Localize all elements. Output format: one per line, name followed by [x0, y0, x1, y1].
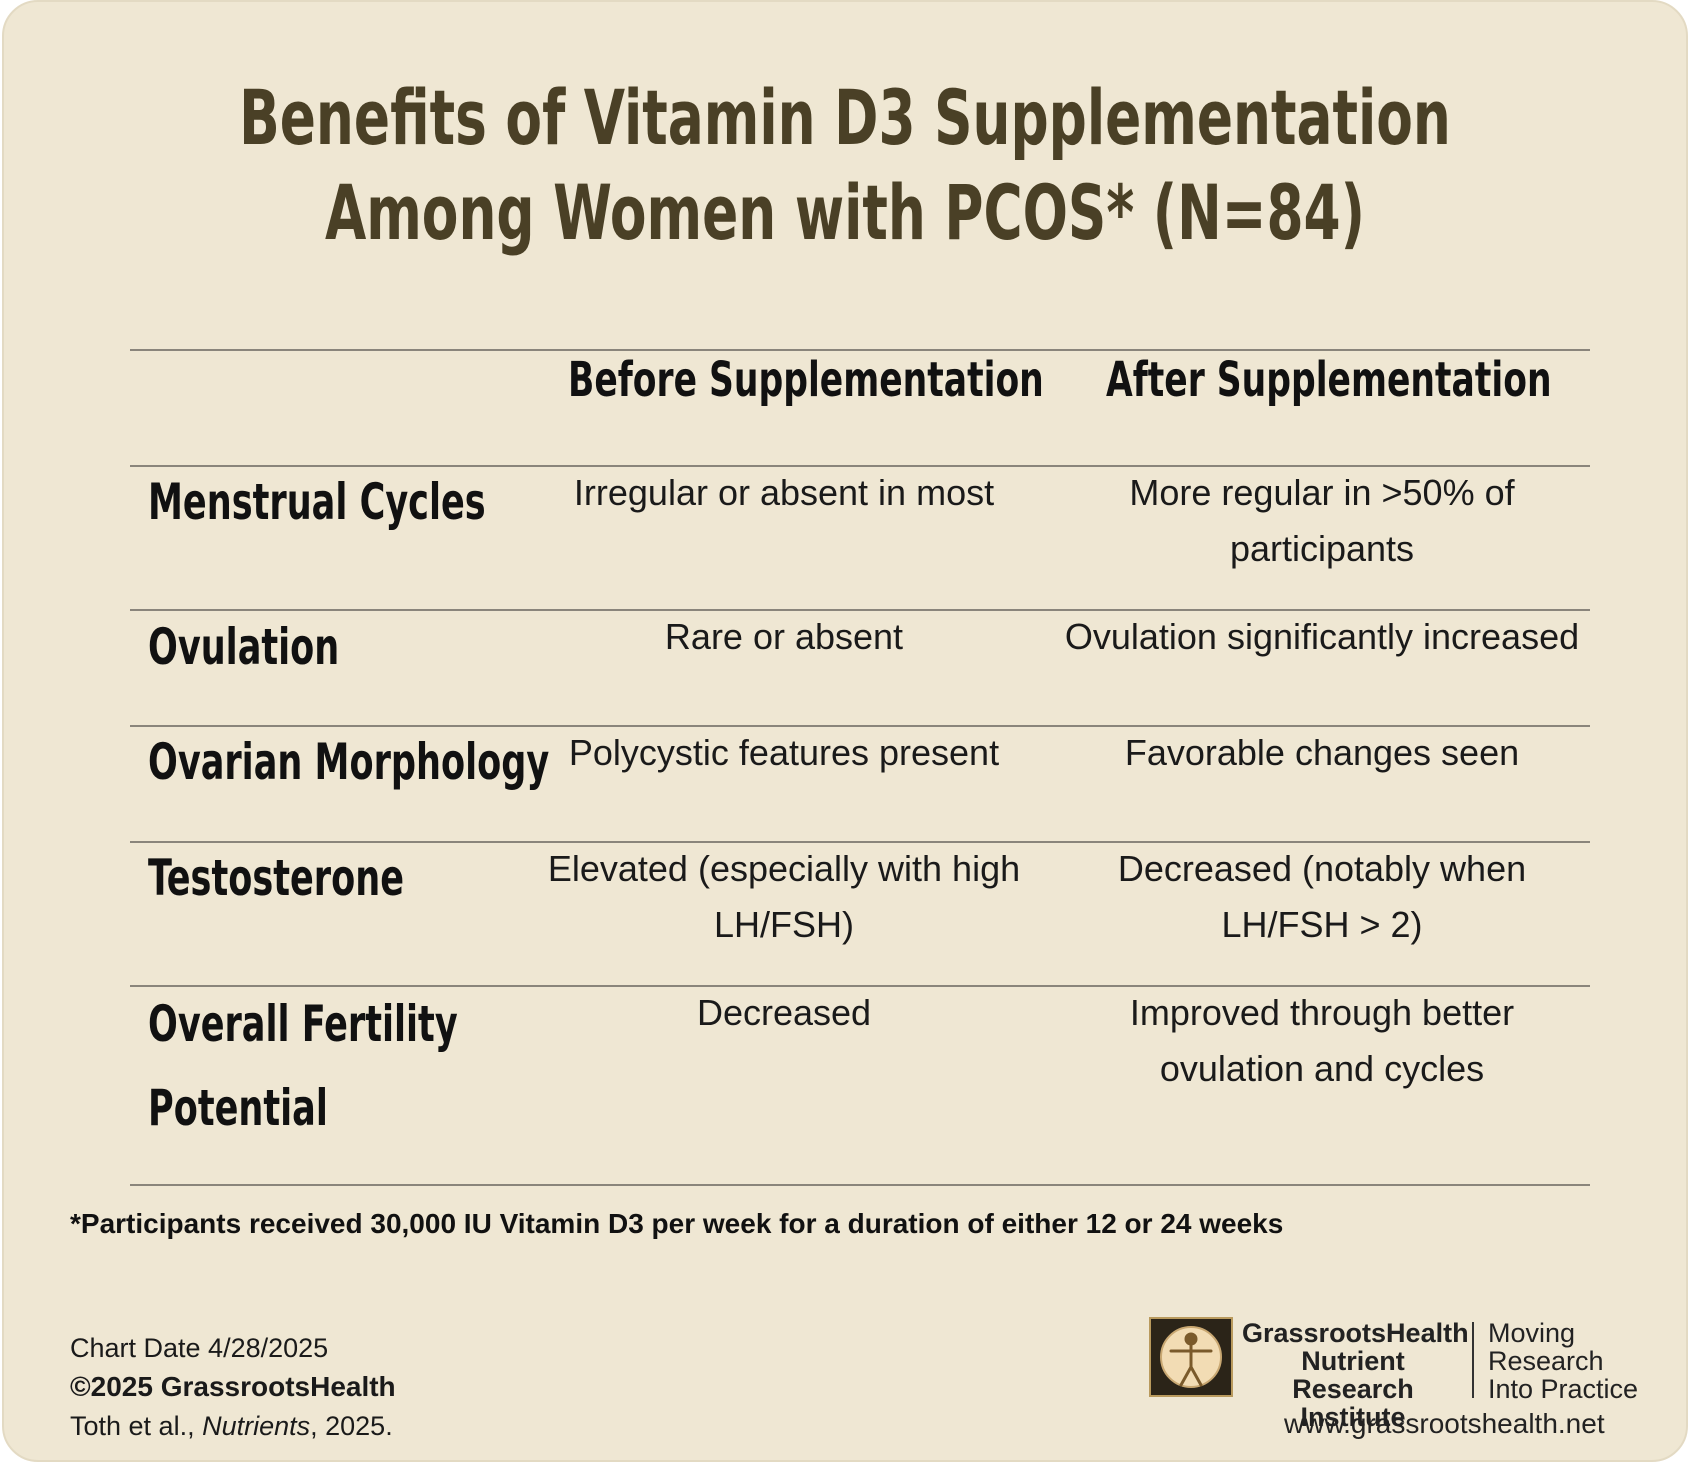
- cell-before-menstrual: Irregular or absent in most: [524, 465, 1044, 521]
- column-header-before: Before Supplementation: [568, 352, 1044, 408]
- chart-date: Chart Date 4/28/2025: [70, 1333, 329, 1363]
- cell-line: Polycystic features present: [568, 732, 1000, 773]
- cell-line: Irregular or absent in most: [573, 472, 995, 513]
- cell-line: LH/FSH): [713, 904, 854, 945]
- vitruvian-man-icon: [1149, 1317, 1233, 1397]
- cell-before-testosterone: Elevated (especially with high LH/FSH): [524, 841, 1044, 953]
- org-name: GrassrootsHealth Nutrient Research Insti…: [1242, 1318, 1469, 1432]
- citation-authors: Toth et al.,: [70, 1411, 203, 1441]
- cell-line: Improved through better: [1129, 992, 1515, 1033]
- cell-after-ovulation: Ovulation significantly increased: [1052, 609, 1592, 665]
- cell-before-fertility: Decreased: [524, 985, 1044, 1041]
- cell-line: LH/FSH > 2): [1221, 904, 1423, 945]
- org-name-line: Research Institute: [1292, 1374, 1414, 1432]
- cell-after-testosterone: Decreased (notably when LH/FSH > 2): [1062, 841, 1582, 953]
- org-name-line: Nutrient: [1301, 1346, 1405, 1376]
- cell-after-menstrual: More regular in >50% of participants: [1062, 465, 1582, 577]
- column-header-after: After Supplementation: [1106, 352, 1552, 408]
- cell-line: More regular in >50% of: [1129, 472, 1515, 513]
- cell-line: Rare or absent: [664, 616, 904, 657]
- cell-after-morphology: Favorable changes seen: [1062, 725, 1582, 781]
- row-label-ovulation: Ovulation: [148, 618, 340, 676]
- row-rule: [130, 841, 1590, 843]
- row-label-menstrual-cycles: Menstrual Cycles: [148, 473, 486, 531]
- footnote: *Participants received 30,000 IU Vitamin…: [70, 1208, 1284, 1239]
- brand-divider: [1472, 1322, 1474, 1398]
- org-name-line: GrassrootsHealth: [1242, 1318, 1469, 1348]
- copyright: ©2025 GrassrootsHealth: [70, 1371, 396, 1402]
- cell-line: participants: [1229, 528, 1415, 569]
- citation-year: , 2025.: [310, 1411, 393, 1441]
- row-label-line: Potential: [148, 1079, 328, 1137]
- tagline: Moving Research Into Practice: [1488, 1319, 1638, 1403]
- row-rule: [130, 725, 1590, 727]
- title-line-1: Benefits of Vitamin D3 Supplementation: [239, 73, 1451, 162]
- cell-before-ovulation: Rare or absent: [524, 609, 1044, 665]
- cell-line: Decreased (notably when: [1117, 848, 1527, 889]
- cell-line: ovulation and cycles: [1159, 1048, 1485, 1089]
- row-label-ovarian-morphology: Ovarian Morphology: [148, 733, 550, 791]
- row-label-line: Overall Fertility: [148, 995, 458, 1053]
- cell-after-fertility: Improved through better ovulation and cy…: [1062, 985, 1582, 1097]
- title-line-2: Among Women with PCOS* (N=84): [324, 168, 1366, 257]
- cell-line: Elevated (especially with high: [547, 848, 1021, 889]
- header-rule: [130, 465, 1590, 467]
- website-link[interactable]: www.grassrootshealth.net: [1284, 1408, 1605, 1439]
- row-rule: [130, 985, 1590, 987]
- row-label-overall-fertility: Overall Fertility Potential: [148, 982, 458, 1150]
- citation: Toth et al., Nutrients, 2025.: [70, 1411, 393, 1442]
- tagline-line: Moving: [1488, 1318, 1576, 1348]
- cell-line: Ovulation significantly increased: [1064, 616, 1580, 657]
- tagline-line: Research: [1488, 1346, 1604, 1376]
- cell-before-morphology: Polycystic features present: [524, 725, 1044, 781]
- row-rule: [130, 609, 1590, 611]
- cell-line: Decreased: [696, 992, 872, 1033]
- citation-journal: Nutrients: [202, 1411, 311, 1441]
- table-bottom-rule: [130, 1184, 1590, 1186]
- tagline-line: Into Practice: [1488, 1374, 1639, 1404]
- table-top-rule: [130, 349, 1590, 351]
- cell-line: Favorable changes seen: [1124, 732, 1520, 773]
- row-label-testosterone: Testosterone: [148, 849, 405, 907]
